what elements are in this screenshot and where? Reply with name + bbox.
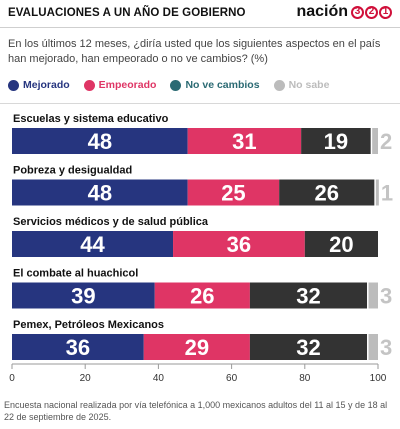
header: EVALUACIONES A UN AÑO DE GOBIERNO nación… — [0, 0, 400, 26]
legend-label: No sabe — [288, 79, 330, 91]
bar-segment-no-ve-cambios — [249, 282, 368, 309]
legend-swatch — [8, 79, 19, 91]
bar-segment-no-ve-cambios — [249, 334, 368, 360]
bar-segment-mejorado — [12, 334, 144, 360]
brand-digit: 2 — [365, 5, 378, 19]
chart-title: EVALUACIONES A UN AÑO DE GOBIERNO — [8, 7, 246, 19]
bar-segment-no-sabe — [375, 179, 379, 206]
header-divider — [0, 27, 400, 28]
data-label-no-sabe: 2 — [380, 129, 392, 154]
category-label: Pobreza y desigualdad — [13, 165, 132, 177]
bar-segment-no-sabe — [368, 282, 378, 309]
brand-digit: 3 — [351, 5, 364, 19]
x-tick-label: 100 — [370, 373, 387, 384]
category-label: Servicios médicos y de salud pública — [13, 216, 209, 228]
bar-segment-no-sabe — [372, 128, 378, 154]
brand-digit: 1 — [379, 5, 392, 19]
legend-item-empeorado: Empeorado — [83, 79, 157, 91]
data-label: 26 — [190, 284, 214, 309]
data-label: 20 — [329, 232, 353, 257]
footnote: Encuesta nacional realizada por vía tele… — [4, 400, 388, 422]
category-label: Escuelas y sistema educativo — [13, 113, 169, 125]
bar-segment-mejorado — [12, 128, 188, 154]
legend-item-mejorado: Mejorado — [8, 79, 70, 91]
data-label-no-sabe: 3 — [380, 335, 392, 360]
data-label: 29 — [185, 335, 209, 360]
legend-item-no-ve-cambios: No ve cambios — [170, 79, 260, 91]
legend-label: No ve cambios — [185, 79, 260, 91]
x-tick-label: 20 — [80, 373, 92, 384]
bar-segment-no-sabe — [368, 334, 378, 360]
legend-swatch — [273, 79, 285, 91]
data-label: 36 — [227, 232, 251, 257]
data-label: 19 — [324, 129, 348, 154]
legend-divider — [0, 103, 400, 104]
bar-segment-empeorado — [187, 128, 302, 154]
brand-logo: nación 3 2 1 — [296, 3, 392, 21]
data-label: 48 — [88, 129, 112, 154]
data-label: 25 — [221, 181, 245, 206]
x-tick-label: 40 — [153, 373, 165, 384]
data-label-no-sabe: 1 — [381, 181, 393, 206]
data-label: 32 — [296, 335, 320, 360]
bar-segment-empeorado — [154, 282, 250, 309]
x-tick-label: 80 — [299, 373, 311, 384]
category-label: Pemex, Petróleos Mexicanos — [13, 319, 164, 331]
bar-segment-no-ve-cambios — [301, 128, 371, 154]
legend-label: Mejorado — [23, 79, 70, 91]
bar-segment-no-ve-cambios — [279, 179, 375, 206]
legend: Mejorado Empeorado No ve cambios No sabe — [8, 78, 343, 92]
bar-segment-mejorado — [12, 282, 155, 309]
data-label: 26 — [315, 181, 339, 206]
x-tick-label: 60 — [226, 373, 238, 384]
chart-subtitle: En los últimos 12 meses, ¿diría usted qu… — [8, 38, 381, 65]
category-label: El combate al huachicol — [13, 268, 138, 280]
data-label: 44 — [80, 232, 105, 257]
data-label-no-sabe: 3 — [380, 284, 392, 309]
legend-item-no-sabe: No sabe — [273, 79, 330, 91]
bar-segment-empeorado — [173, 231, 305, 257]
data-label: 32 — [296, 284, 320, 309]
bar-segment-empeorado — [143, 334, 250, 360]
data-label: 31 — [232, 129, 256, 154]
legend-swatch — [83, 79, 95, 91]
bar-segment-no-ve-cambios — [304, 231, 378, 257]
bar-segment-mejorado — [12, 231, 174, 257]
legend-label: Empeorado — [98, 79, 157, 91]
bar-segment-mejorado — [12, 179, 188, 206]
brand-word: nación — [296, 3, 348, 20]
data-label: 48 — [88, 181, 112, 206]
data-label: 36 — [66, 335, 90, 360]
data-label: 39 — [71, 284, 95, 309]
x-tick-label: 0 — [9, 373, 15, 384]
legend-swatch — [170, 79, 182, 91]
bar-segment-empeorado — [187, 179, 280, 206]
